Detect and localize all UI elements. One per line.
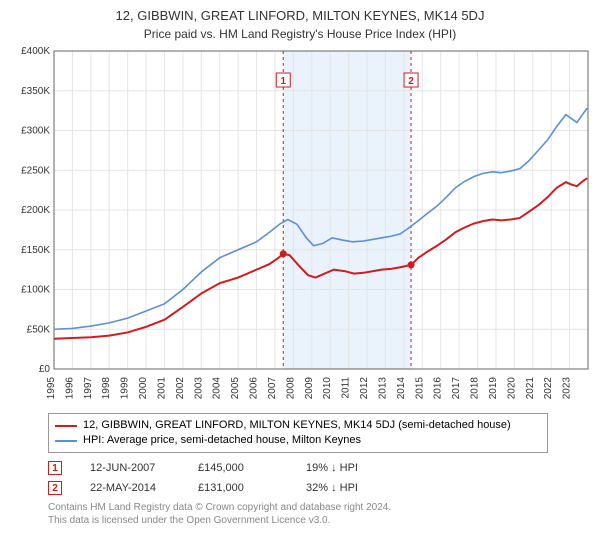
svg-text:£250K: £250K: [21, 165, 50, 176]
svg-text:1: 1: [280, 76, 286, 87]
legend-swatch: [55, 425, 77, 427]
legend-swatch: [55, 440, 77, 442]
legend: 12, GIBBWIN, GREAT LINFORD, MILTON KEYNE…: [48, 413, 548, 453]
svg-text:2010: 2010: [322, 377, 333, 400]
svg-text:2002: 2002: [175, 377, 186, 400]
event-marker: 1: [48, 461, 62, 475]
events-table: 1 12-JUN-2007 £145,000 19% ↓ HPI 2 22-MAY-201…: [48, 461, 592, 495]
price-chart: £0 £50K £100K £150K £200K £250K £300K £350K £400…: [8, 47, 592, 407]
svg-text:£100K: £100K: [21, 285, 50, 296]
event-price: £131,000: [198, 482, 278, 494]
svg-text:£400K: £400K: [21, 47, 50, 57]
footer-line: This data is licensed under the Open Gov…: [48, 514, 592, 527]
svg-text:2017: 2017: [451, 377, 462, 400]
event-marker: 2: [48, 481, 62, 495]
svg-text:1998: 1998: [101, 377, 112, 400]
svg-text:£200K: £200K: [21, 205, 50, 216]
event-date: 22-MAY-2014: [90, 482, 170, 494]
svg-text:2001: 2001: [156, 377, 167, 400]
svg-text:2018: 2018: [470, 377, 481, 400]
svg-text:2015: 2015: [414, 377, 425, 400]
svg-text:£50K: £50K: [27, 324, 51, 335]
svg-text:2011: 2011: [341, 377, 352, 399]
svg-text:2005: 2005: [230, 377, 241, 400]
svg-text:2019: 2019: [488, 377, 499, 400]
svg-text:2012: 2012: [359, 377, 370, 400]
page-title: 12, GIBBWIN, GREAT LINFORD, MILTON KEYNE…: [8, 8, 592, 23]
svg-text:2014: 2014: [396, 377, 407, 400]
svg-text:2007: 2007: [267, 377, 278, 400]
legend-label: 12, GIBBWIN, GREAT LINFORD, MILTON KEYNE…: [83, 418, 511, 433]
footer-attribution: Contains HM Land Registry data © Crown c…: [48, 501, 592, 527]
event-date: 12-JUN-2007: [90, 462, 170, 474]
svg-text:2021: 2021: [525, 377, 536, 400]
svg-text:2022: 2022: [543, 377, 554, 400]
svg-text:2004: 2004: [212, 377, 223, 400]
event-delta: 19% ↓ HPI: [306, 462, 386, 474]
svg-text:2009: 2009: [304, 377, 315, 400]
svg-text:£350K: £350K: [21, 86, 50, 97]
footer-line: Contains HM Land Registry data © Crown c…: [48, 501, 592, 514]
legend-row: HPI: Average price, semi-detached house,…: [55, 433, 541, 448]
svg-text:2016: 2016: [433, 377, 444, 400]
svg-text:2013: 2013: [377, 377, 388, 400]
svg-text:1997: 1997: [83, 377, 94, 400]
svg-text:£150K: £150K: [21, 245, 50, 256]
svg-text:2023: 2023: [562, 377, 573, 400]
event-delta: 32% ↓ HPI: [306, 482, 386, 494]
page-subtitle: Price paid vs. HM Land Registry's House …: [8, 27, 592, 41]
svg-text:1999: 1999: [120, 377, 131, 400]
event-row: 1 12-JUN-2007 £145,000 19% ↓ HPI: [48, 461, 592, 475]
svg-text:1995: 1995: [46, 377, 57, 400]
legend-label: HPI: Average price, semi-detached house,…: [83, 433, 361, 448]
svg-text:2: 2: [408, 76, 414, 87]
svg-text:2003: 2003: [193, 377, 204, 400]
svg-text:£0: £0: [39, 364, 51, 375]
svg-text:2020: 2020: [506, 377, 517, 400]
svg-text:2008: 2008: [285, 377, 296, 400]
svg-text:£300K: £300K: [21, 126, 50, 137]
svg-text:2000: 2000: [138, 377, 149, 400]
event-row: 2 22-MAY-2014 £131,000 32% ↓ HPI: [48, 481, 592, 495]
event-price: £145,000: [198, 462, 278, 474]
legend-row: 12, GIBBWIN, GREAT LINFORD, MILTON KEYNE…: [55, 418, 541, 433]
svg-text:1996: 1996: [64, 377, 75, 400]
svg-text:2006: 2006: [249, 377, 260, 400]
